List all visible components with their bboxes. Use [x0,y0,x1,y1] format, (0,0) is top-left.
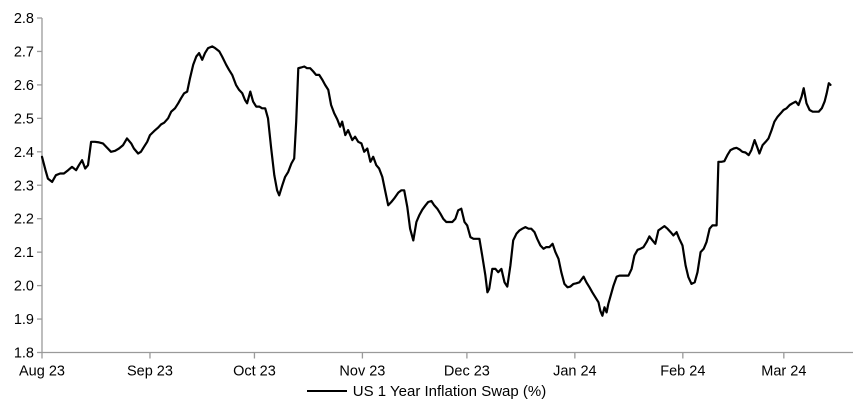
y-tick-label: 2.2 [14,212,34,228]
y-tick-label: 2.3 [14,178,34,194]
x-tick-label: Feb 24 [660,364,705,380]
y-tick-label: 1.8 [14,346,34,362]
x-tick-label: Oct 23 [233,364,276,380]
y-tick-label: 2.1 [14,245,34,261]
y-tick-label: 2.0 [14,279,34,295]
x-tick-label: Aug 23 [19,364,65,380]
y-tick-label: 2.8 [14,11,34,27]
x-tick-label: Nov 23 [339,364,385,380]
chart-legend: US 1 Year Inflation Swap (%) [0,381,853,401]
y-tick-label: 1.9 [14,312,34,328]
legend-line-sample [306,390,347,392]
legend-label: US 1 Year Inflation Swap (%) [352,382,547,400]
y-tick-label: 2.7 [14,44,34,60]
series-line [40,45,832,317]
x-tick-label: Dec 23 [444,364,490,380]
x-tick-label: Mar 24 [761,364,806,380]
y-tick-label: 2.6 [14,78,34,94]
y-tick-label: 2.5 [14,111,34,127]
y-tick-label: 2.4 [14,145,34,161]
x-tick-label: Sep 23 [127,364,173,380]
x-tick-label: Jan 24 [553,364,597,380]
